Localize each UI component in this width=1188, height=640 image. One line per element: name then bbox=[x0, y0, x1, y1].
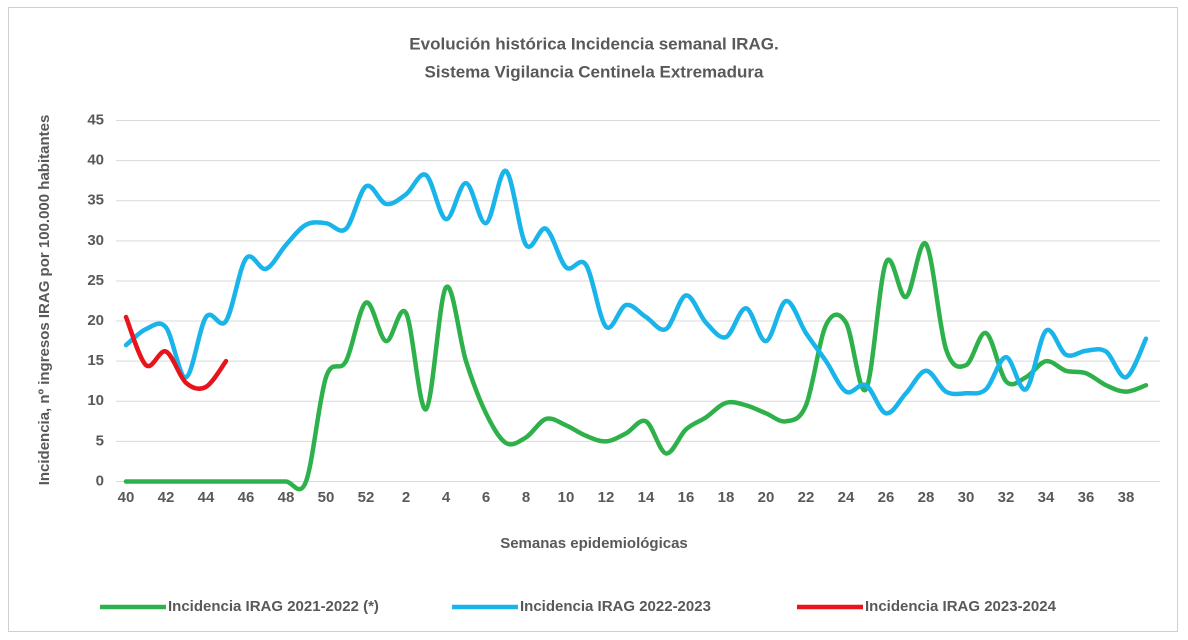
x-tick-label: 2 bbox=[402, 489, 410, 506]
y-axis-title: Incidencia, nº ingresos IRAG por 100.000… bbox=[36, 115, 53, 486]
x-tick-label: 4 bbox=[442, 489, 451, 506]
x-tick-label: 10 bbox=[558, 489, 575, 506]
y-tick-label: 25 bbox=[87, 272, 104, 289]
x-tick-label: 24 bbox=[838, 489, 855, 506]
y-tick-label: 40 bbox=[87, 152, 104, 169]
chart-title: Evolución histórica Incidencia semanal I… bbox=[409, 34, 778, 53]
y-tick-label: 5 bbox=[96, 432, 104, 449]
series-line bbox=[123, 241, 1149, 492]
y-tick-label: 15 bbox=[87, 352, 104, 369]
x-tick-label: 36 bbox=[1078, 489, 1095, 506]
x-tick-label: 50 bbox=[318, 489, 335, 506]
series-line bbox=[123, 314, 229, 391]
x-tick-label: 32 bbox=[998, 489, 1015, 506]
x-tick-label: 20 bbox=[758, 489, 775, 506]
x-tick-label: 46 bbox=[238, 489, 255, 506]
x-tick-label: 6 bbox=[482, 489, 490, 506]
x-tick-label: 40 bbox=[118, 489, 135, 506]
x-tick-label: 30 bbox=[958, 489, 975, 506]
y-tick-label: 20 bbox=[87, 312, 104, 329]
legend-label: Incidencia IRAG 2021-2022 (*) bbox=[168, 598, 379, 615]
x-tick-label: 18 bbox=[718, 489, 735, 506]
x-tick-label: 52 bbox=[358, 489, 375, 506]
x-tick-label: 28 bbox=[918, 489, 935, 506]
y-tick-label: 0 bbox=[96, 472, 104, 489]
y-tick-label: 35 bbox=[87, 192, 104, 209]
x-axis-title: Semanas epidemiológicas bbox=[500, 535, 688, 552]
series-line bbox=[123, 168, 1149, 416]
x-tick-label: 16 bbox=[678, 489, 695, 506]
y-tick-label: 45 bbox=[87, 111, 104, 128]
x-tick-label: 38 bbox=[1118, 489, 1135, 506]
y-tick-label: 10 bbox=[87, 392, 104, 409]
x-tick-label: 42 bbox=[158, 489, 175, 506]
x-tick-label: 44 bbox=[198, 489, 215, 506]
x-tick-label: 14 bbox=[638, 489, 655, 506]
x-tick-label: 12 bbox=[598, 489, 615, 506]
x-tick-label: 26 bbox=[878, 489, 895, 506]
x-tick-label: 8 bbox=[522, 489, 530, 506]
x-tick-label: 48 bbox=[278, 489, 295, 506]
legend-label: Incidencia IRAG 2022-2023 bbox=[520, 598, 711, 615]
y-tick-label: 30 bbox=[87, 232, 104, 249]
x-tick-label: 22 bbox=[798, 489, 815, 506]
chart-title: Sistema Vigilancia Centinela Extremadura bbox=[425, 62, 764, 81]
x-tick-label: 34 bbox=[1038, 489, 1055, 506]
legend-label: Incidencia IRAG 2023-2024 bbox=[865, 598, 1057, 615]
